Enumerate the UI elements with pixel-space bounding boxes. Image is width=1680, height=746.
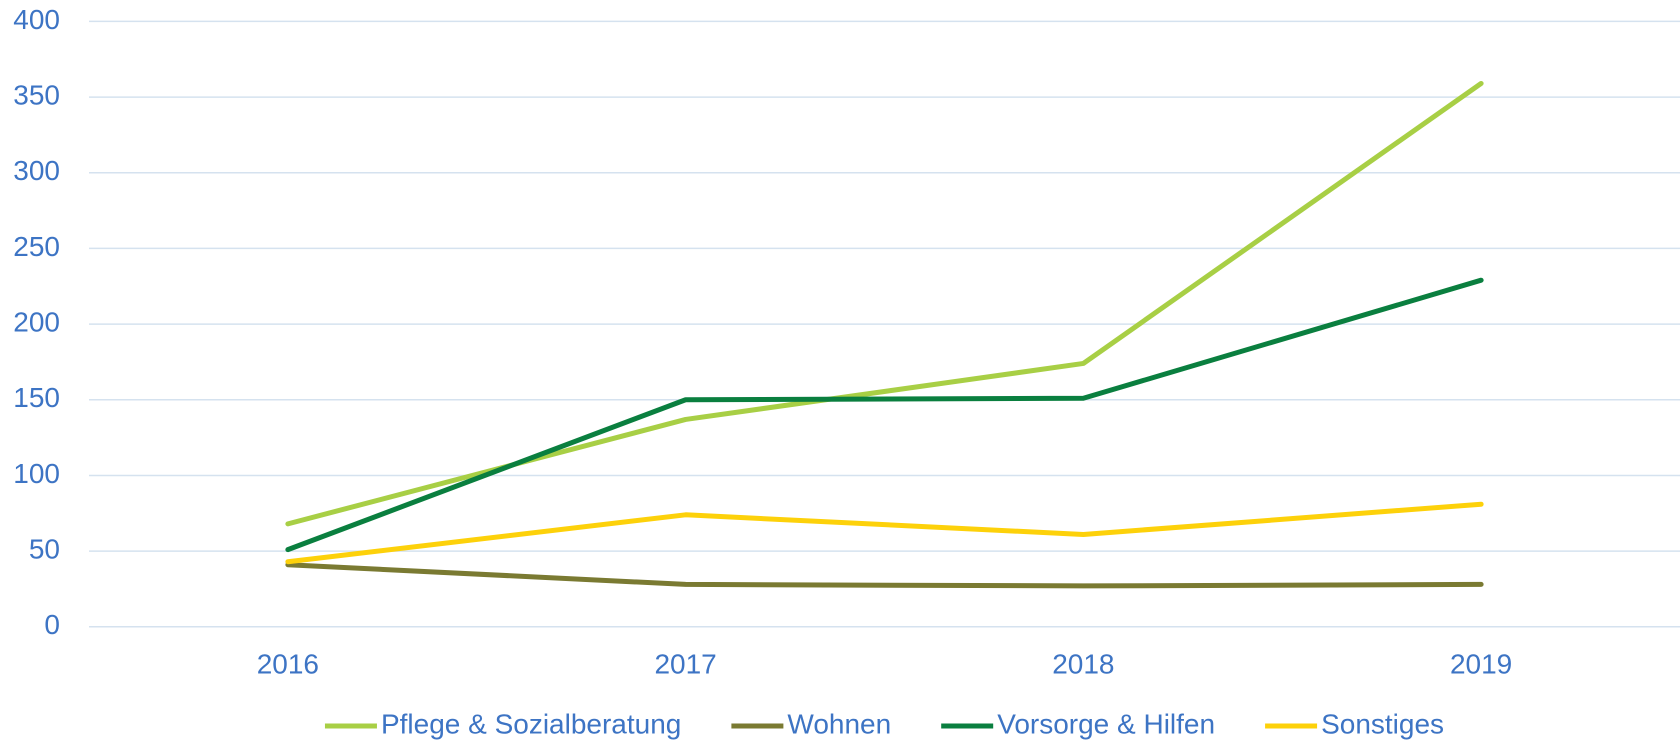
series-line <box>285 562 1484 589</box>
x-tick-label: 2019 <box>1450 648 1512 679</box>
series-line <box>285 80 1484 527</box>
y-tick-label: 350 <box>13 79 60 110</box>
y-tick-label: 0 <box>44 609 60 640</box>
y-tick-label: 50 <box>29 534 60 565</box>
y-tick-label: 100 <box>13 458 60 489</box>
series-line <box>285 277 1484 553</box>
x-tick-label: 2018 <box>1052 648 1114 679</box>
legend-label: Sonstiges <box>1321 708 1444 739</box>
legend-label: Wohnen <box>787 708 891 739</box>
legend-label: Pflege & Sozialberatung <box>381 708 681 739</box>
y-tick-label: 250 <box>13 231 60 262</box>
y-tick-label: 150 <box>13 382 60 413</box>
legend-label: Vorsorge & Hilfen <box>997 708 1215 739</box>
y-tick-label: 200 <box>13 306 60 337</box>
y-tick-label: 400 <box>13 4 60 35</box>
series-line <box>285 501 1484 565</box>
y-tick-label: 300 <box>13 155 60 186</box>
x-tick-label: 2017 <box>654 648 716 679</box>
x-tick-label: 2016 <box>257 648 319 679</box>
